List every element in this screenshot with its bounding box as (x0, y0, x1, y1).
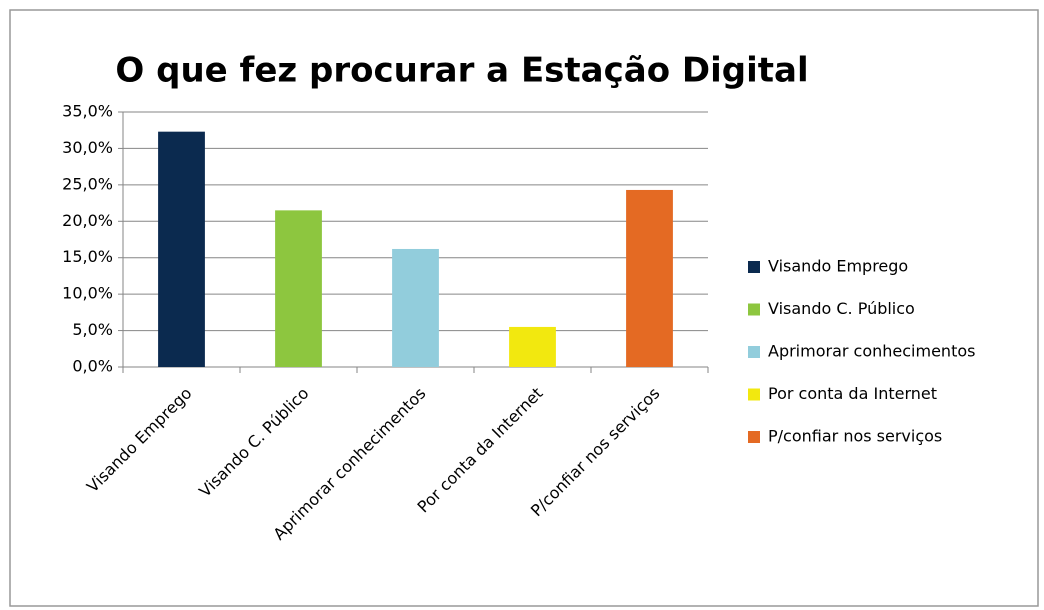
legend-label: Visando Emprego (768, 257, 908, 276)
y-tick-label: 35,0% (62, 102, 113, 121)
legend-swatch (748, 346, 760, 358)
bar (626, 189, 673, 367)
legend-swatch (748, 431, 760, 443)
legend-label: Por conta da Internet (768, 384, 937, 403)
y-tick-label: 0,0% (72, 357, 113, 376)
legend-label: Aprimorar conhecimentos (768, 342, 975, 361)
bar (392, 248, 439, 367)
legend-label: P/confiar nos serviços (768, 427, 942, 446)
y-tick-label: 10,0% (62, 284, 113, 303)
bar (158, 131, 205, 367)
y-tick-label: 30,0% (62, 138, 113, 157)
bar (275, 210, 322, 367)
legend-swatch (748, 388, 760, 401)
chart-title: O que fez procurar a Estação Digital (115, 51, 808, 91)
legend-label: Visando C. Público (768, 299, 915, 318)
bar (509, 326, 556, 367)
y-tick-label: 20,0% (62, 211, 113, 230)
legend-swatch (748, 303, 760, 316)
legend-swatch (748, 261, 760, 273)
y-tick-label: 5,0% (72, 320, 113, 339)
y-tick-label: 15,0% (62, 247, 113, 266)
y-tick-label: 25,0% (62, 174, 113, 193)
